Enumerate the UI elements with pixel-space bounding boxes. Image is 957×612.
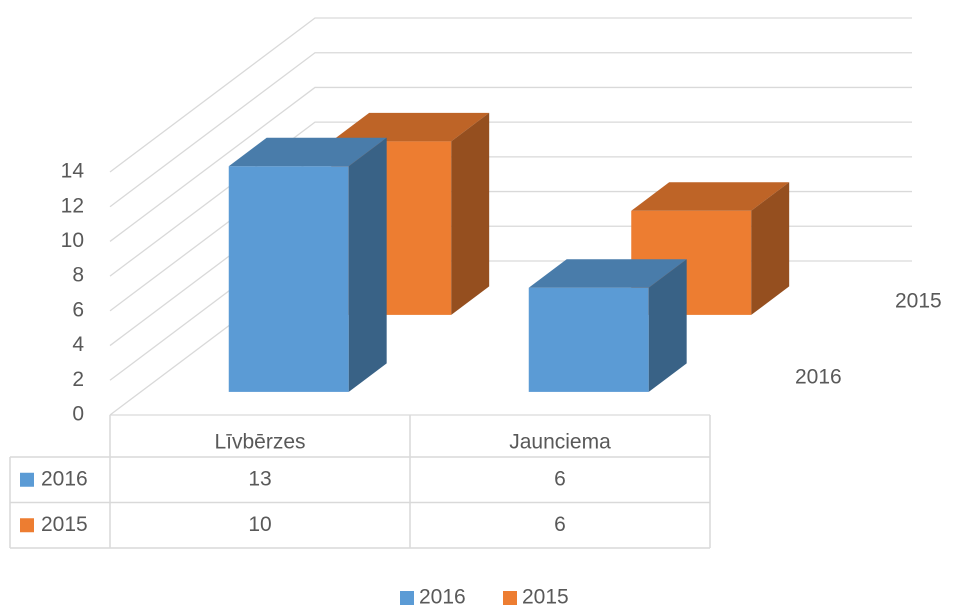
y-tick-label: 0 [72, 403, 84, 426]
y-tick-label: 10 [61, 229, 84, 252]
bar-side [348, 137, 387, 392]
bar-top [631, 182, 790, 211]
grid-line [109, 86, 912, 242]
y-tick-label: 6 [72, 298, 84, 321]
legend-label: 2015 [522, 586, 569, 609]
y-tick-label: 4 [72, 333, 84, 356]
bar-side [648, 259, 687, 392]
legend-key [400, 591, 414, 605]
table-key [20, 472, 34, 487]
table-series-label: 2015 [41, 513, 88, 536]
bar-top [228, 137, 387, 167]
bar-side [451, 112, 490, 315]
table-key [20, 518, 34, 533]
y-tick-label: 14 [61, 160, 85, 183]
legend-label: 2016 [419, 586, 466, 609]
table-series-label: 2016 [41, 467, 88, 490]
depth-label: 2015 [895, 290, 942, 313]
table-value: 13 [248, 467, 271, 490]
bar-side [751, 182, 790, 315]
bar-top [528, 259, 687, 288]
y-tick-label: 8 [72, 264, 84, 287]
bar-front [228, 166, 349, 392]
table-value: 10 [248, 513, 271, 536]
depth-label: 2016 [795, 366, 842, 389]
bar-top [331, 112, 490, 142]
table-value: 6 [554, 467, 566, 490]
bar-front [528, 287, 649, 392]
category-label: Līvbērzes [214, 431, 305, 454]
y-tick-label: 12 [61, 194, 84, 217]
grid-line [109, 52, 912, 208]
legend-key [503, 591, 517, 605]
category-label: Jaunciema [509, 431, 611, 454]
table-value: 6 [554, 513, 566, 536]
y-tick-label: 2 [72, 368, 84, 391]
grid-line [109, 17, 912, 173]
grid-line [109, 121, 912, 277]
